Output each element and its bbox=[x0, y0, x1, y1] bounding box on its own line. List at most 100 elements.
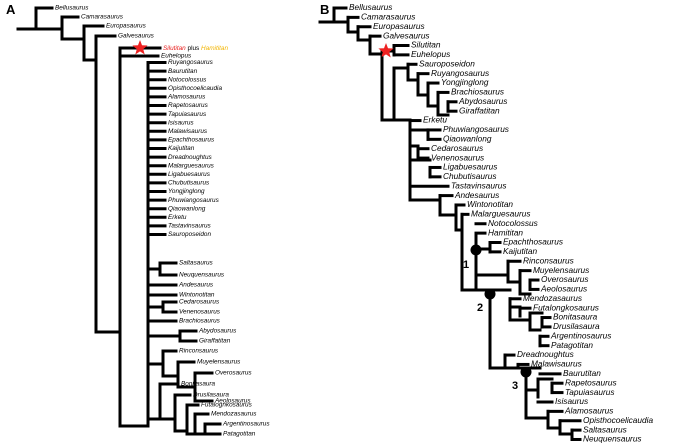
taxon-label: Muyelensaurus bbox=[533, 265, 589, 275]
taxon-label: Drusilasaura bbox=[553, 321, 600, 331]
taxon-label: Erketu bbox=[168, 214, 187, 221]
taxon-label: Silutitan bbox=[411, 40, 441, 50]
taxon-label: Alamosaurus bbox=[564, 406, 613, 416]
taxon-label: Patagotitan bbox=[551, 340, 593, 350]
taxon-label: Wintonotitan bbox=[467, 199, 513, 209]
taxon-label: Tastavinsaurus bbox=[451, 180, 507, 190]
taxon-label: Bellusaurus bbox=[349, 2, 392, 12]
taxon-label: Futalongkosaurus bbox=[533, 302, 599, 312]
taxon-label: Tapuiasaurus bbox=[565, 387, 615, 397]
taxon-label: Malarguesaurus bbox=[168, 162, 215, 169]
taxon-label: Rinconsaurus bbox=[179, 348, 219, 355]
node-number-label: 3 bbox=[512, 380, 518, 392]
taxon-label: Yongjinglong bbox=[168, 188, 205, 195]
taxon-label: Argentinosaurus bbox=[550, 330, 611, 340]
taxon-label: Opisthocoelicaudia bbox=[168, 85, 222, 92]
filled-circle-node-icon bbox=[470, 244, 482, 256]
node-number-label: 1 bbox=[463, 259, 469, 271]
taxon-label: Bonitasaura bbox=[553, 312, 598, 322]
node-number-label: 2 bbox=[477, 302, 483, 314]
taxon-label: Overosaurus bbox=[215, 370, 252, 377]
taxon-label: Phuwiangosaurus bbox=[443, 124, 509, 134]
taxon-label: Hamititan bbox=[488, 227, 523, 237]
taxon-label: Ligabuesaurus bbox=[443, 162, 497, 172]
taxon-label: Saltasaurus bbox=[179, 260, 214, 267]
taxon-label: Malawisaurus bbox=[531, 359, 582, 369]
taxon-label: Galvesaurus bbox=[383, 30, 430, 40]
taxon-label: Euhelopus bbox=[161, 53, 192, 60]
taxon-label: Neuquensaurus bbox=[583, 434, 642, 444]
taxon-label: Aeolosaurus bbox=[214, 398, 251, 405]
taxon-label: Mendozasaurus bbox=[211, 411, 257, 418]
plus-text: plus bbox=[186, 45, 201, 52]
taxon-label: Patagotitan bbox=[223, 431, 256, 438]
panel-b-cladogram: B BellusaurusCamarasaurusEuropasaurusGalv… bbox=[318, 2, 653, 444]
taxon-label: Andesaurus bbox=[454, 190, 499, 200]
taxon-label: Cedarosaurus bbox=[179, 299, 220, 306]
taxon-label: Notocolossus bbox=[488, 218, 538, 228]
taxon-label: Europasaurus bbox=[373, 21, 425, 31]
taxon-label: Malawisaurus bbox=[168, 128, 208, 135]
taxon-label: Rapetosaurus bbox=[168, 102, 209, 109]
taxon-label: Malarguesaurus bbox=[471, 209, 531, 219]
taxon-label: Mendozasaurus bbox=[523, 293, 582, 303]
taxon-label: Overosaurus bbox=[541, 274, 589, 284]
taxon-label: Qiaowanlong bbox=[168, 205, 206, 212]
taxon-label: Bellusaurus bbox=[55, 5, 89, 12]
star-taxon-label: Silutitan plus Hamititan bbox=[163, 45, 228, 52]
taxon-label: Euhelopus bbox=[411, 49, 450, 59]
taxon-label: Rapetosaurus bbox=[565, 377, 617, 387]
taxon-label: Ruyangosaurus bbox=[431, 68, 489, 78]
taxon-label: Chubutisaurus bbox=[443, 171, 497, 181]
panel-letter-a: A bbox=[6, 2, 16, 17]
taxon-label: Notocolossus bbox=[168, 76, 207, 83]
taxon-label: Galvesaurus bbox=[118, 33, 155, 40]
taxon-label: Venenosaurus bbox=[431, 152, 484, 162]
taxon-label: Baurutitan bbox=[563, 368, 601, 378]
taxon-label: Baurutitan bbox=[168, 68, 198, 75]
taxon-label: Argentinosaurus bbox=[222, 421, 270, 428]
taxon-label: Saltasaurus bbox=[583, 424, 627, 434]
star-icon bbox=[378, 43, 394, 58]
taxon-label: Alamosaurus bbox=[167, 94, 206, 101]
panel-letter-b: B bbox=[320, 2, 329, 17]
taxon-label: Ligabuesaurus bbox=[168, 171, 211, 178]
taxon-label: Tastavinsaurus bbox=[168, 223, 212, 230]
taxon-label: Giraffatitan bbox=[199, 338, 231, 345]
taxon-label: Phuwiangosaurus bbox=[168, 197, 220, 204]
star-icon bbox=[132, 40, 148, 55]
taxon-label: Wintonotitan bbox=[179, 292, 215, 299]
taxon-label: Brachiosaurus bbox=[179, 318, 221, 325]
taxon-label: Epachthosaurus bbox=[168, 137, 215, 144]
taxon-label: Opisthocoelicaudia bbox=[583, 415, 653, 425]
taxon-label: Europasaurus bbox=[106, 23, 147, 30]
taxon-label: Kaijutitan bbox=[503, 246, 538, 256]
taxon-label: Muyelensaurus bbox=[197, 359, 241, 366]
taxon-label: Sauroposeidon bbox=[168, 231, 211, 238]
taxon-label: Rinconsaurus bbox=[523, 255, 574, 265]
taxon-label: Andesaurus bbox=[178, 282, 214, 289]
filled-circle-node-icon bbox=[520, 366, 532, 378]
taxon-label: Giraffatitan bbox=[459, 105, 500, 115]
taxon-label: Dreadnoughtus bbox=[517, 349, 574, 359]
taxon-label: Erketu bbox=[423, 115, 447, 125]
taxon-label: Abydosaurus bbox=[198, 328, 237, 335]
taxon-label: Isisaurus bbox=[168, 119, 194, 126]
taxon-label: Qiaowanlong bbox=[443, 134, 492, 144]
taxon-label: Cedarosaurus bbox=[431, 143, 483, 153]
taxon-label: Epachthosaurus bbox=[503, 237, 563, 247]
panel-a-cladogram: A Bellusaurus Camarasaurus Europasaurus Galv… bbox=[6, 2, 270, 438]
taxon-label: Neuquensaurus bbox=[179, 272, 225, 279]
taxon-label: Chubutisaurus bbox=[168, 180, 210, 187]
taxon-label: Bonitasaura bbox=[181, 381, 216, 388]
taxon-label: Aeolosaurus bbox=[540, 284, 587, 294]
taxon-label: Venenosaurus bbox=[179, 309, 221, 316]
taxon-label: Tapuiasaurus bbox=[168, 111, 207, 118]
taxon-label: Drusilasaura bbox=[193, 392, 229, 399]
taxon-label: Sauroposeidon bbox=[419, 58, 475, 68]
taxon-label: Camarasaurus bbox=[361, 12, 415, 22]
filled-circle-node-icon bbox=[484, 288, 496, 300]
taxon-label: Kaijutitan bbox=[168, 145, 195, 152]
taxon-label: Ruyangosaurus bbox=[168, 59, 214, 66]
